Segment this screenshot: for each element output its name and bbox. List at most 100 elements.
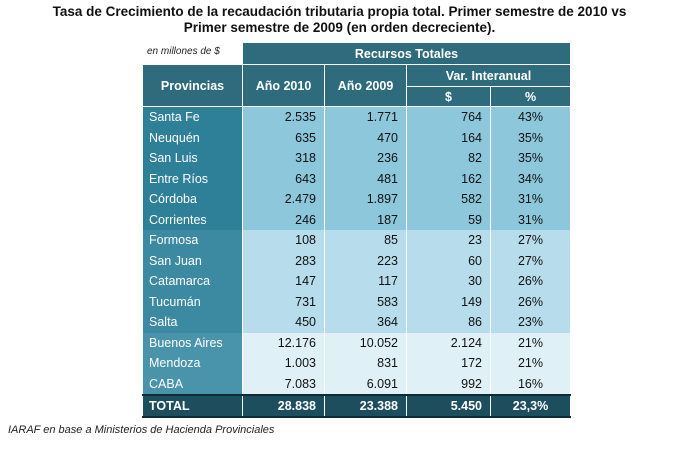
total-2010: 28.838 <box>242 394 325 418</box>
var-pct-cell: 16% <box>490 373 571 395</box>
value-2009-cell: 583 <box>324 291 407 312</box>
value-2010-cell: 12.176 <box>242 332 325 353</box>
table-row: Tucumán 731 583 149 26% <box>142 291 571 312</box>
table-row: Córdoba 2.479 1.897 582 31% <box>142 189 571 210</box>
table-row: Neuquén 635 470 164 35% <box>142 127 571 148</box>
province-cell: Buenos Aires <box>142 332 243 353</box>
recursos-totales-header: Recursos Totales <box>242 42 571 65</box>
table-row: Mendoza 1.003 831 172 21% <box>142 353 571 374</box>
var-pesos-cell: 82 <box>406 148 491 169</box>
province-cell: Córdoba <box>142 189 243 210</box>
province-cell: Formosa <box>142 230 243 251</box>
pesos-header: $ <box>406 86 491 107</box>
var-pct-cell: 31% <box>490 189 571 210</box>
value-2009-cell: 117 <box>324 271 407 292</box>
value-2010-cell: 318 <box>242 148 325 169</box>
value-2009-cell: 1.897 <box>324 189 407 210</box>
anio-2009-header: Año 2009 <box>324 64 407 107</box>
total-label: TOTAL <box>142 394 243 418</box>
value-2010-cell: 731 <box>242 291 325 312</box>
var-pesos-cell: 992 <box>406 373 491 395</box>
var-pesos-cell: 86 <box>406 312 491 333</box>
value-2009-cell: 187 <box>324 209 407 230</box>
pct-header: % <box>490 86 571 107</box>
table-row: Salta 450 364 86 23% <box>142 312 571 333</box>
value-2010-cell: 2.479 <box>242 189 325 210</box>
province-cell: Neuquén <box>142 127 243 148</box>
province-cell: Santa Fe <box>142 106 243 128</box>
var-pesos-cell: 582 <box>406 189 491 210</box>
var-pesos-cell: 2.124 <box>406 332 491 353</box>
var-pct-cell: 27% <box>490 250 571 271</box>
table-row: Santa Fe 2.535 1.771 764 43% <box>142 106 571 128</box>
title-line-2: Primer semestre de 2009 (en orden decrec… <box>183 20 496 35</box>
var-pct-cell: 23% <box>490 312 571 333</box>
var-pct-cell: 35% <box>490 127 571 148</box>
value-2009-cell: 236 <box>324 148 407 169</box>
province-cell: San Luis <box>142 148 243 169</box>
value-2010-cell: 283 <box>242 250 325 271</box>
var-pesos-cell: 172 <box>406 353 491 374</box>
var-pct-cell: 31% <box>490 209 571 230</box>
total-pct: 23,3% <box>490 394 571 418</box>
var-pesos-cell: 164 <box>406 127 491 148</box>
value-2009-cell: 1.771 <box>324 106 407 128</box>
value-2009-cell: 831 <box>324 353 407 374</box>
var-pesos-cell: 30 <box>406 271 491 292</box>
var-pct-cell: 43% <box>490 106 571 128</box>
revenue-growth-table: Recursos Totales Provincias Año 2010 Año… <box>142 42 571 418</box>
province-cell: Tucumán <box>142 291 243 312</box>
units-header-cell <box>142 42 243 65</box>
value-2009-cell: 364 <box>324 312 407 333</box>
total-row: TOTAL 28.838 23.388 5.450 23,3% <box>142 394 571 418</box>
table-row: Buenos Aires 12.176 10.052 2.124 21% <box>142 332 571 353</box>
table-row: Formosa 108 85 23 27% <box>142 230 571 251</box>
province-cell: San Juan <box>142 250 243 271</box>
table-row: CABA 7.083 6.091 992 16% <box>142 373 571 395</box>
total-var: 5.450 <box>406 394 491 418</box>
units-note: en millones de $ <box>147 46 220 57</box>
table-body: Santa Fe 2.535 1.771 764 43% Neuquén 635 470 164… <box>142 106 571 395</box>
province-cell: Mendoza <box>142 353 243 374</box>
var-pesos-cell: 23 <box>406 230 491 251</box>
source-note: IARAF en base a Ministerios de Hacienda … <box>8 424 275 436</box>
province-cell: Salta <box>142 312 243 333</box>
table-row: Corrientes 246 187 59 31% <box>142 209 571 230</box>
var-interanual-header: Var. Interanual <box>406 64 571 87</box>
value-2009-cell: 481 <box>324 168 407 189</box>
value-2010-cell: 643 <box>242 168 325 189</box>
value-2009-cell: 85 <box>324 230 407 251</box>
value-2010-cell: 450 <box>242 312 325 333</box>
table-row: San Luis 318 236 82 35% <box>142 148 571 169</box>
province-cell: Corrientes <box>142 209 243 230</box>
var-pct-cell: 26% <box>490 271 571 292</box>
value-2009-cell: 470 <box>324 127 407 148</box>
var-pct-cell: 26% <box>490 291 571 312</box>
value-2009-cell: 223 <box>324 250 407 271</box>
value-2010-cell: 2.535 <box>242 106 325 128</box>
provincias-header: Provincias <box>142 64 243 107</box>
value-2009-cell: 6.091 <box>324 373 407 395</box>
province-cell: CABA <box>142 373 243 395</box>
var-pct-cell: 27% <box>490 230 571 251</box>
table-row: Catamarca 147 117 30 26% <box>142 271 571 292</box>
value-2009-cell: 10.052 <box>324 332 407 353</box>
title-line-1: Tasa de Crecimiento de la recaudación tr… <box>52 4 627 19</box>
province-cell: Catamarca <box>142 271 243 292</box>
value-2010-cell: 1.003 <box>242 353 325 374</box>
var-pesos-cell: 59 <box>406 209 491 230</box>
value-2010-cell: 108 <box>242 230 325 251</box>
var-pct-cell: 21% <box>490 353 571 374</box>
table-row: Entre Ríos 643 481 162 34% <box>142 168 571 189</box>
var-pct-cell: 35% <box>490 148 571 169</box>
total-2009: 23.388 <box>324 394 407 418</box>
value-2010-cell: 635 <box>242 127 325 148</box>
province-cell: Entre Ríos <box>142 168 243 189</box>
var-pesos-cell: 162 <box>406 168 491 189</box>
value-2010-cell: 246 <box>242 209 325 230</box>
var-pesos-cell: 149 <box>406 291 491 312</box>
value-2010-cell: 7.083 <box>242 373 325 395</box>
table-title: Tasa de Crecimiento de la recaudación tr… <box>0 4 679 36</box>
var-pesos-cell: 764 <box>406 106 491 128</box>
table-row: San Juan 283 223 60 27% <box>142 250 571 271</box>
